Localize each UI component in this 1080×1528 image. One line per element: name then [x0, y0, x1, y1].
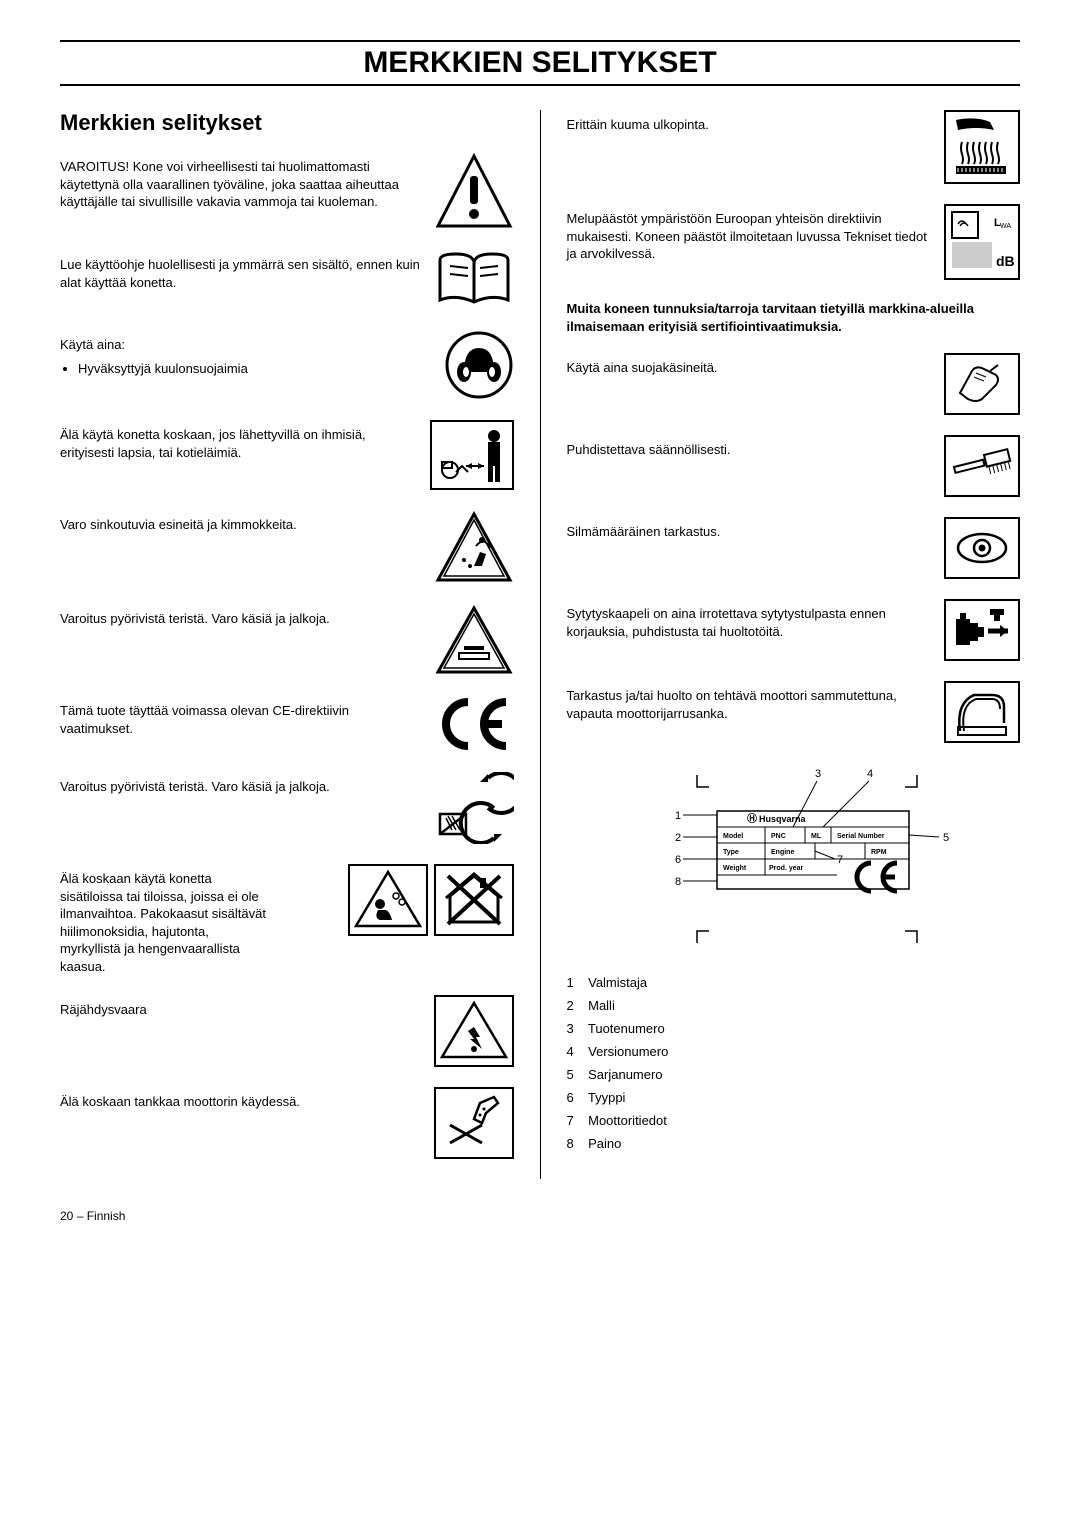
brake-bail-icon — [944, 681, 1020, 743]
text-noise: Melupäästöt ympäristöön Euroopan yhteisö… — [567, 204, 935, 263]
row-no-refuel: Älä koskaan tankkaa moottorin käydessä. — [60, 1087, 514, 1159]
section-heading: Merkkien selitykset — [60, 110, 514, 136]
svg-text:1: 1 — [675, 810, 681, 822]
svg-text:RPM: RPM — [871, 849, 887, 856]
legend-item: 8 Paino — [567, 1136, 1021, 1151]
left-column: Merkkien selitykset VAROITUS! Kone voi v… — [60, 110, 514, 1179]
legend-item: 4 Versionumero — [567, 1044, 1021, 1059]
text-no-refuel: Älä koskaan tankkaa moottorin käydessä. — [60, 1087, 424, 1111]
exhaust-warning-icon — [348, 864, 428, 936]
ce-mark-icon — [434, 696, 514, 752]
row-visual-check: Silmämääräinen tarkastus. — [567, 517, 1021, 579]
svg-text:PNC: PNC — [771, 833, 786, 840]
row-warning: VAROITUS! Kone voi virheellisesti tai hu… — [60, 152, 514, 230]
text-no-indoor: Älä koskaan käytä konetta sisätiloissa t… — [60, 864, 270, 975]
hearing-protection-icon — [444, 330, 514, 400]
explosion-risk-icon — [434, 995, 514, 1067]
row-explosion: Räjähdysvaara — [60, 995, 514, 1067]
row-no-bystanders: Älä käytä konetta koskaan, jos lähettyvi… — [60, 420, 514, 490]
row-hearing: Käytä aina: Hyväksyttyjä kuulonsuojaimia — [60, 330, 514, 400]
text-clean: Puhdistettava säännöllisesti. — [567, 435, 935, 459]
page-footer: 20 – Finnish — [60, 1209, 1020, 1223]
svg-text:5: 5 — [943, 832, 949, 844]
text-explosion: Räjähdysvaara — [60, 995, 424, 1019]
certification-note: Muita koneen tunnuksia/tarroja tarvitaan… — [567, 300, 1021, 335]
text-warning: VAROITUS! Kone voi virheellisesti tai hu… — [60, 152, 424, 211]
no-house-icon — [434, 864, 514, 936]
right-column: Erittäin kuuma ulkopinta. — [567, 110, 1021, 1179]
text-hot-surface: Erittäin kuuma ulkopinta. — [567, 110, 935, 134]
svg-text:Model: Model — [723, 833, 743, 840]
eye-icon — [944, 517, 1020, 579]
row-thrown-objects: Varo sinkoutuvia esineitä ja kimmokkeita… — [60, 510, 514, 584]
text-visual-check: Silmämääräinen tarkastus. — [567, 517, 935, 541]
svg-text:8: 8 — [675, 876, 681, 888]
noise-emission-icon: L WA dB — [944, 204, 1020, 280]
svg-text:Prod. year: Prod. year — [769, 865, 804, 872]
column-divider — [540, 110, 541, 1179]
legend-item: 6 Tyyppi — [567, 1090, 1021, 1105]
text-hearing: Käytä aina: Hyväksyttyjä kuulonsuojaimia — [60, 330, 434, 381]
text-rotating-blades-2: Varoitus pyörivistä teristä. Varo käsiä … — [60, 772, 424, 796]
text-thrown-objects: Varo sinkoutuvia esineitä ja kimmokkeita… — [60, 510, 424, 534]
text-engine-off: Tarkastus ja/tai huolto on tehtävä moott… — [567, 681, 935, 722]
text-ce: Tämä tuote täyttää voimassa olevan CE-di… — [60, 696, 424, 737]
legend-item: 5 Sarjanumero — [567, 1067, 1021, 1082]
gloves-icon — [944, 353, 1020, 415]
brush-icon — [944, 435, 1020, 497]
no-refuel-running-icon — [434, 1087, 514, 1159]
row-spark-plug: Sytytyskaapeli on aina irrotettava sytyt… — [567, 599, 1021, 661]
legend-item: 3 Tuotenumero — [567, 1021, 1021, 1036]
rotating-blades-triangle-icon — [434, 604, 514, 676]
svg-text:WA: WA — [1000, 223, 1011, 230]
row-ce: Tämä tuote täyttää voimassa olevan CE-di… — [60, 696, 514, 752]
manual-book-icon — [434, 250, 514, 310]
svg-text:4: 4 — [867, 768, 873, 780]
bullet-hearing: Hyväksyttyjä kuulonsuojaimia — [78, 360, 434, 378]
text-spark-plug: Sytytyskaapeli on aina irrotettava sytyt… — [567, 599, 935, 640]
svg-text:ML: ML — [811, 833, 822, 840]
thrown-objects-icon — [434, 510, 514, 584]
row-clean: Puhdistettava säännöllisesti. — [567, 435, 1021, 497]
svg-text:3: 3 — [815, 768, 821, 780]
legend-item: 1 Valmistaja — [567, 975, 1021, 990]
svg-text:2: 2 — [675, 832, 681, 844]
row-rotating-blades-1: Varoitus pyörivistä teristä. Varo käsiä … — [60, 604, 514, 676]
row-engine-off: Tarkastus ja/tai huolto on tehtävä moott… — [567, 681, 1021, 743]
svg-text:Ⓗ: Ⓗ — [747, 812, 757, 825]
text-rotating-blades-1: Varoitus pyörivistä teristä. Varo käsiä … — [60, 604, 424, 628]
warning-triangle-icon — [434, 152, 514, 230]
text-read-manual: Lue käyttöohje huolellisesti ja ymmärrä … — [60, 250, 424, 291]
text-no-bystanders: Älä käytä konetta koskaan, jos lähettyvi… — [60, 420, 420, 461]
two-column-layout: Merkkien selitykset VAROITUS! Kone voi v… — [60, 110, 1020, 1179]
svg-text:6: 6 — [675, 854, 681, 866]
svg-text:dB: dB — [996, 253, 1015, 269]
svg-text:Type: Type — [723, 849, 739, 856]
row-rotating-blades-2: Varoitus pyörivistä teristä. Varo käsiä … — [60, 772, 514, 844]
no-hands-feet-icon — [434, 772, 514, 844]
svg-text:Engine: Engine — [771, 849, 794, 856]
page-title: MERKKIEN SELITYKSET — [60, 40, 1020, 86]
bystander-distance-icon — [430, 420, 514, 490]
svg-text:Serial Number: Serial Number — [837, 833, 885, 840]
legend-item: 2 Malli — [567, 998, 1021, 1013]
svg-text:7: 7 — [837, 854, 843, 866]
nameplate-diagram: Ⓗ Husqvarna Model PNC ML Serial Number T… — [597, 763, 1021, 963]
row-read-manual: Lue käyttöohje huolellisesti ja ymmärrä … — [60, 250, 514, 310]
hot-surface-icon — [944, 110, 1020, 184]
row-hot-surface: Erittäin kuuma ulkopinta. — [567, 110, 1021, 184]
row-no-indoor: Älä koskaan käytä konetta sisätiloissa t… — [60, 864, 514, 975]
no-indoor-use-icons — [348, 864, 514, 936]
row-noise: Melupäästöt ympäristöön Euroopan yhteisö… — [567, 204, 1021, 280]
spark-plug-disconnect-icon — [944, 599, 1020, 661]
row-gloves: Käytä aina suojakäsineitä. — [567, 353, 1021, 415]
text-gloves: Käytä aina suojakäsineitä. — [567, 353, 935, 377]
svg-text:Weight: Weight — [723, 865, 747, 872]
legend-item: 7 Moottoritiedot — [567, 1113, 1021, 1128]
nameplate-legend: 1 Valmistaja 2 Malli 3 Tuotenumero 4 Versio… — [567, 975, 1021, 1151]
